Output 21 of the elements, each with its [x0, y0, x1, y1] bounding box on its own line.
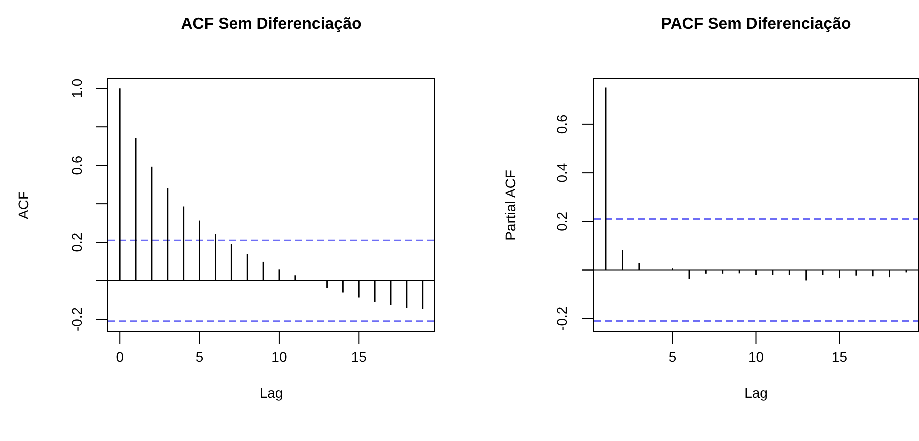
y-tick-label: -0.2 [69, 307, 85, 332]
y-axis-title: ACF [16, 192, 32, 220]
x-tick-label: 10 [272, 349, 288, 365]
y-tick-label: 0.2 [69, 232, 85, 252]
y-tick-label: -0.2 [554, 306, 570, 331]
y-tick-label: 1.0 [69, 78, 85, 98]
y-tick-label: 0.4 [554, 163, 570, 183]
y-tick-label: 0.6 [554, 114, 570, 134]
x-axis-title: Lag [260, 385, 284, 401]
y-tick-label: 0.6 [69, 156, 85, 176]
x-tick-label: 15 [351, 349, 368, 365]
x-tick-label: 5 [196, 349, 204, 365]
y-tick-label: 0.2 [554, 212, 570, 232]
x-tick-label: 10 [748, 349, 764, 365]
chart-title: ACF Sem Diferenciação [181, 16, 362, 33]
chart-title: PACF Sem Diferenciação [661, 16, 852, 33]
x-axis-title: Lag [744, 385, 768, 401]
x-tick-label: 5 [668, 349, 677, 365]
x-tick-label: 0 [116, 349, 124, 365]
y-axis-title: Partial ACF [502, 170, 519, 241]
x-tick-label: 15 [832, 349, 848, 365]
